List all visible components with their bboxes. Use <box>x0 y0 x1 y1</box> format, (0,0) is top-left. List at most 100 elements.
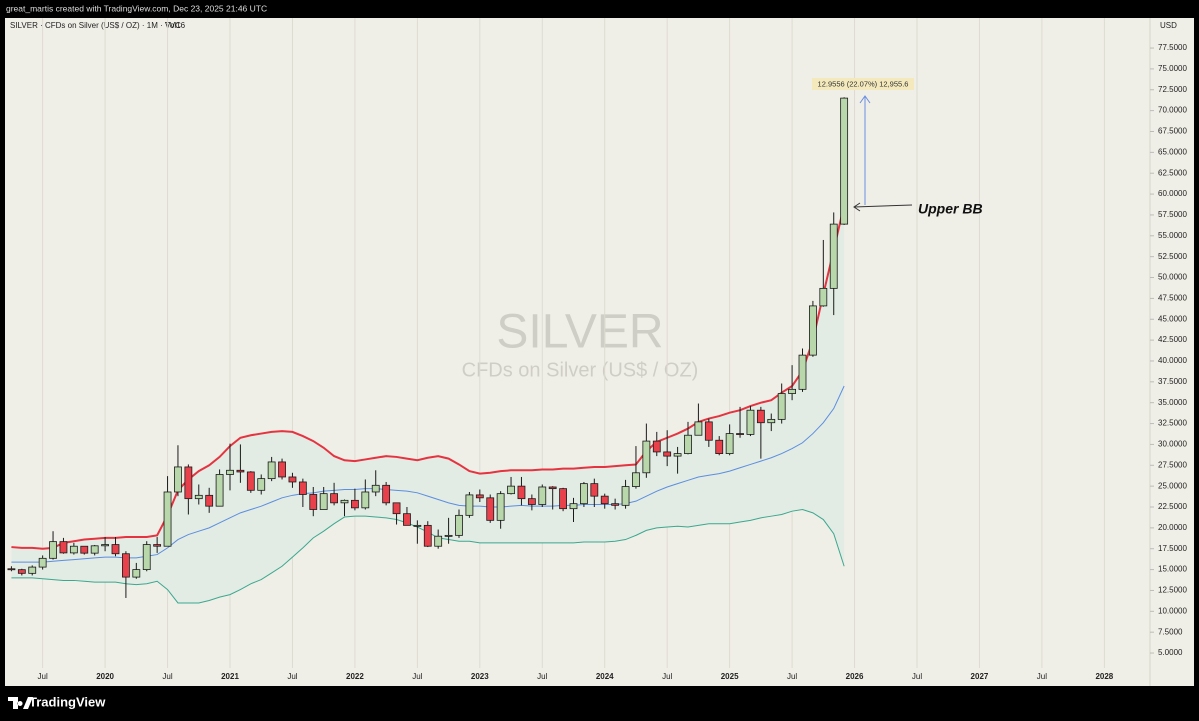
candle-body <box>652 440 661 453</box>
y-tick-label: 37.5000 <box>1158 377 1187 386</box>
candle-body <box>298 481 307 495</box>
candle-body <box>319 493 328 510</box>
x-tick-label: Jul <box>1037 672 1047 681</box>
candle-body <box>434 535 443 547</box>
measure-label-box <box>812 78 914 90</box>
candle-body <box>809 305 817 356</box>
candle-body <box>548 486 557 490</box>
candle-body <box>507 485 515 495</box>
x-tick-label: Jul <box>162 672 172 681</box>
candle-body <box>330 493 338 504</box>
candle-body <box>215 474 224 507</box>
candle-body <box>309 494 318 510</box>
candle-body <box>673 453 682 457</box>
y-tick-label: 60.0000 <box>1158 189 1187 198</box>
candle-body <box>756 409 765 424</box>
candle-body <box>194 494 203 500</box>
y-tick-label: 67.5000 <box>1158 127 1187 136</box>
y-tick-label: 70.0000 <box>1158 106 1187 115</box>
y-tick-label: 30.0000 <box>1158 440 1187 449</box>
candle-body <box>205 494 214 507</box>
y-tick-label: 65.0000 <box>1158 147 1187 156</box>
candle-body <box>767 418 776 424</box>
candle-body <box>642 440 651 474</box>
x-tick-label: 2023 <box>471 672 489 681</box>
measure-arrowhead <box>859 95 871 104</box>
x-tick-label: 2028 <box>1095 672 1113 681</box>
candle-body <box>278 461 286 478</box>
candle-body <box>559 488 567 510</box>
legend-title: SILVER · CFDs on Silver (US$ / OZ) · 1M … <box>10 21 181 30</box>
candle-body <box>684 434 692 454</box>
candle-body <box>715 439 724 454</box>
candle-body <box>694 421 703 436</box>
candle-body <box>236 469 245 473</box>
x-tick-label: Jul <box>38 672 48 681</box>
y-tick-label: 57.5000 <box>1158 210 1187 219</box>
candle-body <box>288 476 297 483</box>
x-tick-label: Jul <box>912 672 922 681</box>
y-tick-label: 72.5000 <box>1158 85 1187 94</box>
candle-body <box>704 421 713 441</box>
x-tick-label: Jul <box>787 672 797 681</box>
candle-body <box>423 524 432 547</box>
candle-body <box>90 545 99 554</box>
candle-body <box>132 569 141 578</box>
annotation: Upper BB <box>918 201 983 217</box>
x-tick-label: Jul <box>662 672 672 681</box>
indicator-label: Vol16 <box>165 21 186 30</box>
candle-body <box>59 541 68 554</box>
header: great_martis created with TradingView.co… <box>6 3 267 13</box>
candle-body <box>361 491 370 509</box>
candle-body <box>840 97 849 225</box>
candle-body <box>163 491 172 547</box>
candle-body <box>465 494 474 516</box>
y-tick-label: 25.0000 <box>1158 481 1187 490</box>
candle-body <box>444 534 453 537</box>
y-tick-label: 32.5000 <box>1158 419 1187 428</box>
x-tick-label: 2025 <box>721 672 739 681</box>
candle-body <box>569 503 578 510</box>
y-tick-label: 52.5000 <box>1158 252 1187 261</box>
candle-body <box>746 409 755 435</box>
y-tick-label: 40.0000 <box>1158 356 1187 365</box>
candle-body <box>475 494 484 499</box>
watermark-subtitle: CFDs on Silver (US$ / OZ) <box>462 359 699 381</box>
candle-body <box>517 485 526 500</box>
y-tick-label: 15.0000 <box>1158 565 1187 574</box>
candle-body <box>246 471 255 491</box>
candle-body <box>632 472 640 487</box>
candle-body <box>101 544 109 547</box>
candle-body <box>798 354 807 390</box>
measure-label: 12.9556 (22.07%) 12,955.6 <box>818 79 909 88</box>
y-tick-label: 22.5000 <box>1158 502 1187 511</box>
candle-body <box>663 451 672 457</box>
candle-body <box>69 545 78 554</box>
candle-body <box>600 495 609 505</box>
y-tick-label: 35.0000 <box>1158 398 1187 407</box>
annotation-arrowhead <box>853 202 861 212</box>
logo-icon <box>8 697 33 709</box>
x-tick-label: Jul <box>537 672 547 681</box>
x-tick-label: 2021 <box>221 672 239 681</box>
x-tick-label: 2026 <box>846 672 864 681</box>
y-tick-label: 75.0000 <box>1158 64 1187 73</box>
candle-body <box>496 493 505 521</box>
candle-body <box>80 545 89 554</box>
candle-body <box>829 223 838 289</box>
candle-body <box>580 483 588 505</box>
x-tick-label: 2027 <box>971 672 989 681</box>
y-tick-label: 12.5000 <box>1158 586 1187 595</box>
labels-layer: Jul 2020 Jul 2021 Jul 2022 Jul 2023 Jul 2024 Jul 20… <box>38 43 1188 681</box>
annotation-arrow <box>853 204 913 208</box>
y-tick-label: 47.5000 <box>1158 293 1187 302</box>
candle-body <box>527 498 536 505</box>
candle-body <box>538 486 547 505</box>
candle-body <box>455 514 463 536</box>
candle-body <box>403 513 411 526</box>
y-tick-label: 27.5000 <box>1158 460 1187 469</box>
candle-body <box>7 568 16 571</box>
candle-body <box>725 433 734 454</box>
candle-body <box>226 469 234 475</box>
